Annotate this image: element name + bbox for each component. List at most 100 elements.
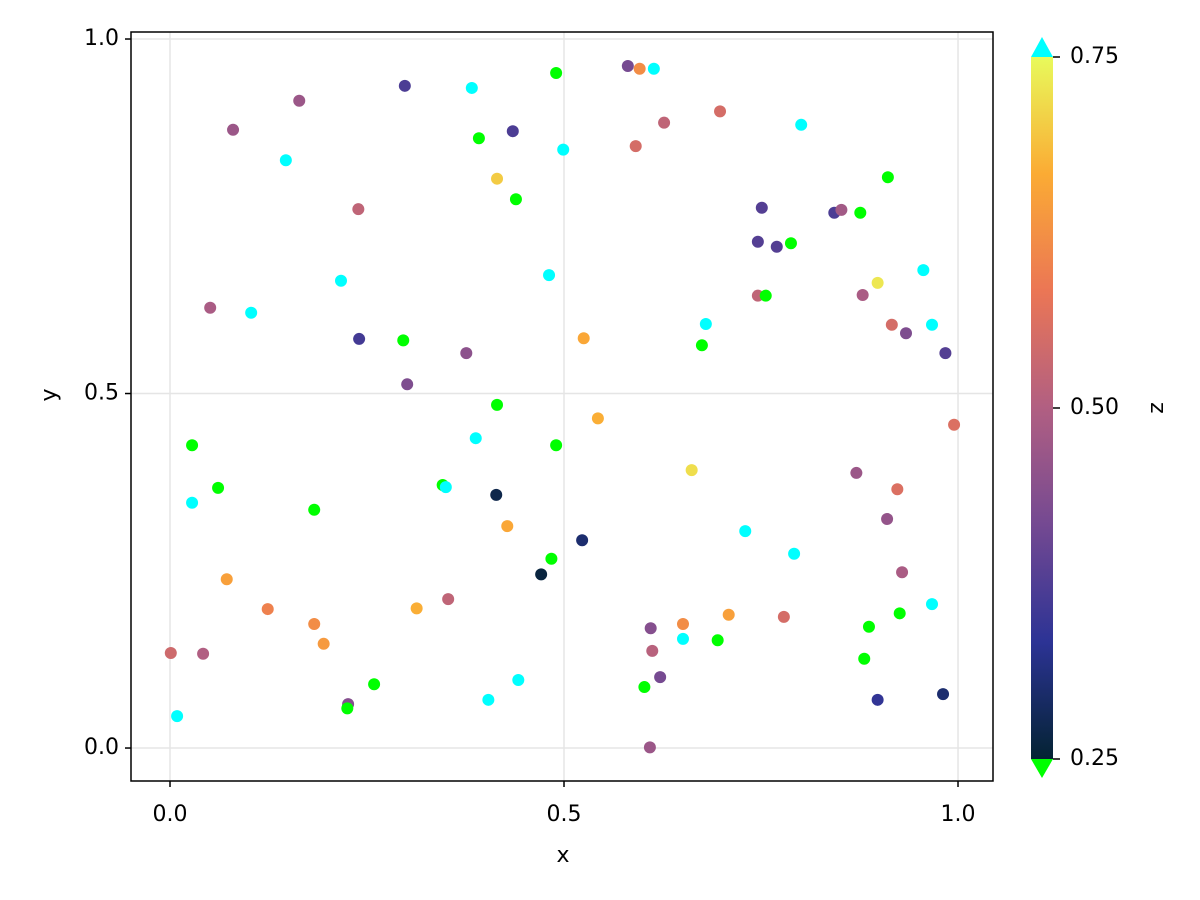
point	[871, 276, 884, 289]
point	[676, 617, 689, 630]
point	[788, 547, 801, 560]
point	[543, 269, 556, 282]
point	[204, 301, 217, 314]
x-axis-label: x	[556, 843, 569, 868]
point	[926, 598, 939, 611]
point	[491, 398, 504, 411]
colorbar-tick-label: 0.75	[1070, 44, 1119, 69]
point	[439, 481, 452, 494]
point	[501, 520, 514, 533]
point	[646, 644, 659, 657]
point	[939, 347, 952, 360]
colorbar-tick-label: 0.50	[1070, 395, 1119, 420]
point	[197, 647, 210, 660]
point	[491, 172, 504, 185]
point	[509, 193, 522, 206]
point	[633, 62, 646, 75]
y-tick-label: 0.0	[84, 735, 119, 760]
point	[850, 466, 863, 479]
point	[341, 702, 354, 715]
point	[654, 671, 667, 684]
point	[398, 79, 411, 92]
point	[881, 513, 894, 526]
point	[308, 503, 321, 516]
point	[739, 525, 752, 538]
point	[442, 593, 455, 606]
point	[490, 488, 503, 501]
point	[293, 94, 306, 107]
point	[186, 496, 199, 509]
point	[506, 125, 519, 138]
x-tick-label: 1.0	[941, 802, 976, 827]
point	[658, 116, 671, 129]
point	[460, 347, 473, 360]
colorbar-label: z	[1144, 402, 1169, 414]
point	[335, 274, 348, 287]
point	[644, 622, 657, 635]
point	[308, 617, 321, 630]
y-axis-label: y	[37, 388, 62, 401]
point	[917, 264, 930, 277]
point	[227, 123, 240, 136]
point	[856, 288, 869, 301]
point	[545, 552, 558, 565]
point	[472, 132, 485, 145]
colorbar-highclip	[1031, 37, 1053, 57]
point	[862, 620, 875, 633]
colorbar	[1031, 57, 1053, 759]
point	[352, 203, 365, 216]
point	[186, 439, 199, 452]
point	[353, 332, 366, 345]
point	[926, 318, 939, 331]
point	[401, 378, 414, 391]
point	[245, 306, 258, 319]
point	[881, 171, 894, 184]
point	[576, 534, 589, 547]
point	[643, 741, 656, 754]
point	[891, 483, 904, 496]
point	[171, 710, 184, 723]
point	[885, 318, 898, 331]
point	[279, 154, 292, 167]
point	[900, 327, 913, 340]
plot-frame	[130, 31, 994, 782]
point	[795, 118, 808, 131]
point	[695, 339, 708, 352]
point	[535, 568, 548, 581]
point	[317, 637, 330, 650]
x-tick-label: 0.0	[153, 802, 188, 827]
point	[722, 608, 735, 621]
point	[784, 237, 797, 250]
point	[770, 240, 783, 253]
point	[638, 681, 651, 694]
x-tick-label: 0.5	[547, 802, 582, 827]
point	[397, 334, 410, 347]
point	[482, 693, 495, 706]
point	[465, 81, 478, 94]
point	[699, 318, 712, 331]
y-tick-label: 1.0	[84, 26, 119, 51]
colorbar-lowclip	[1031, 759, 1053, 778]
point	[893, 607, 906, 620]
point	[647, 62, 660, 75]
point	[759, 289, 772, 302]
colorbar-tick-label: 0.25	[1070, 746, 1119, 771]
point	[777, 610, 790, 623]
point	[937, 688, 950, 701]
point	[621, 59, 634, 72]
point	[591, 412, 604, 425]
point	[896, 566, 909, 579]
point	[212, 481, 225, 494]
point	[550, 67, 563, 80]
point	[711, 634, 724, 647]
point	[858, 652, 871, 665]
point	[220, 573, 233, 586]
point	[410, 602, 423, 615]
point	[550, 439, 563, 452]
point	[948, 418, 961, 431]
point	[629, 140, 642, 153]
point	[755, 201, 768, 214]
y-tick-label: 0.5	[84, 381, 119, 406]
point	[469, 432, 482, 445]
